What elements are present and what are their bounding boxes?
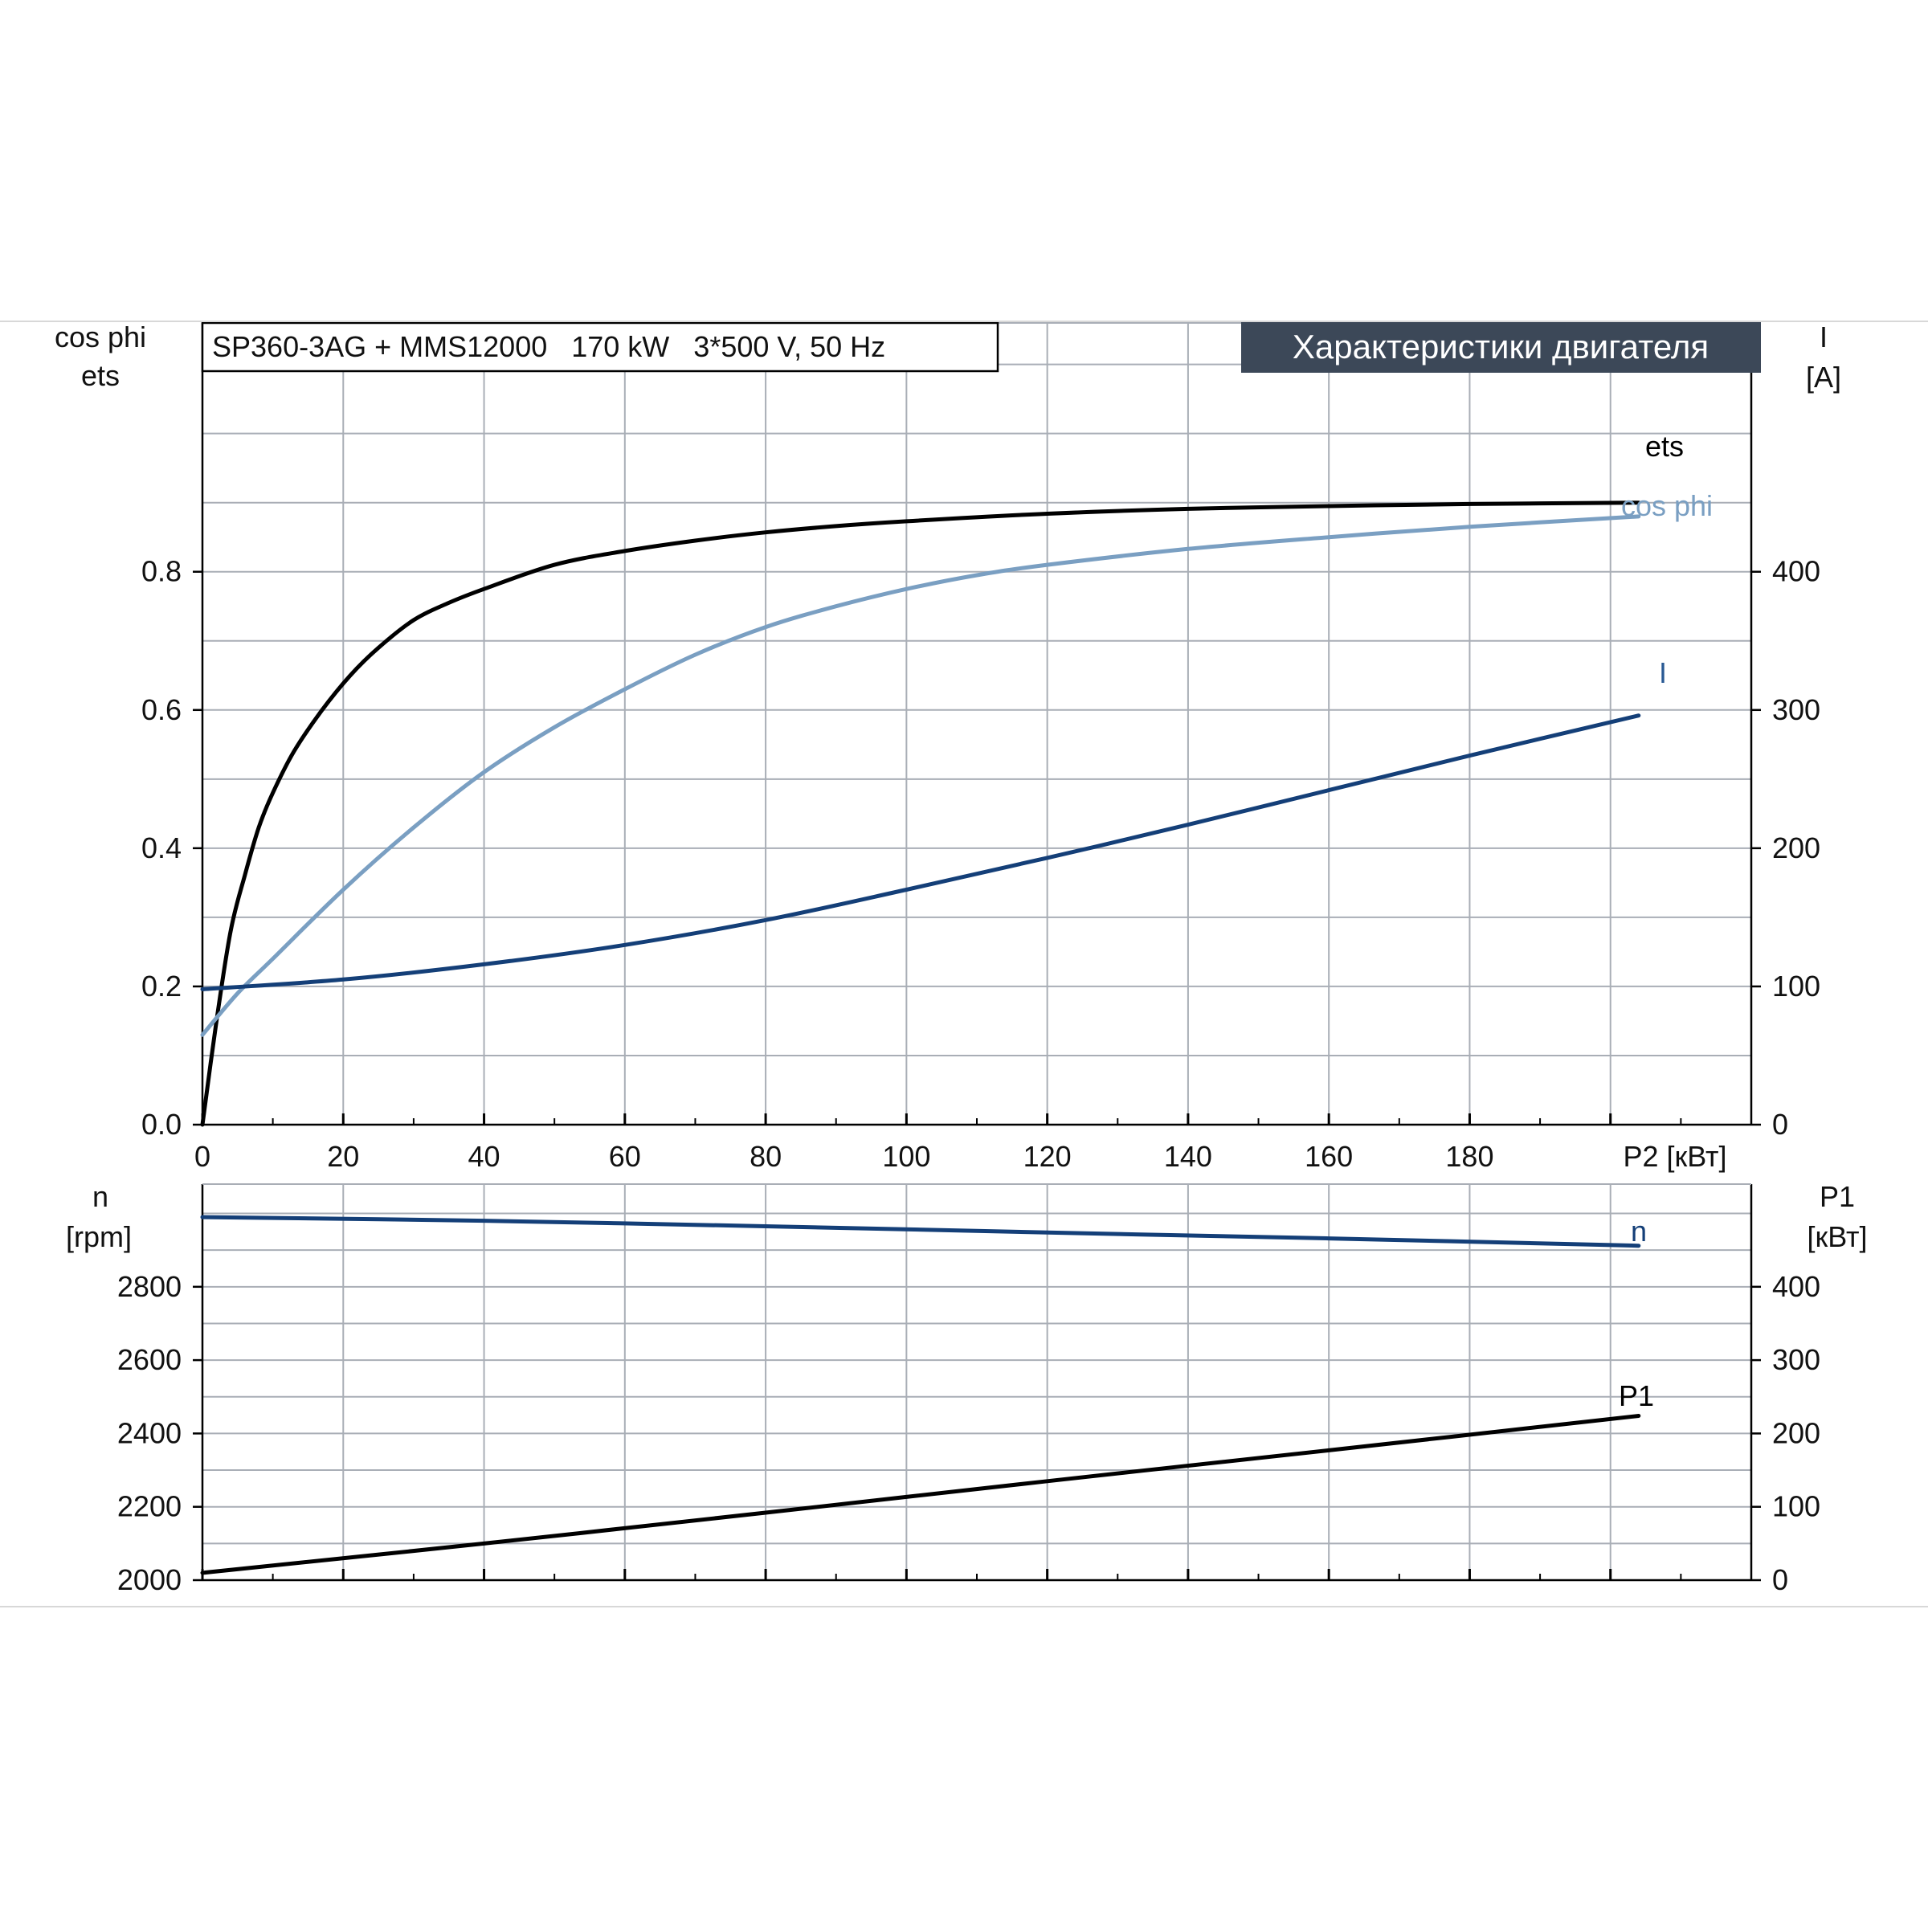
right-tick-label: 100 <box>1772 1490 1820 1523</box>
right-tick-label: 400 <box>1772 555 1820 588</box>
badge-box <box>1241 321 1761 373</box>
bottom-left-axis-title-line1: n <box>92 1180 108 1213</box>
left-tick-label: 2200 <box>117 1490 182 1523</box>
x-tick-label: 20 <box>327 1140 359 1173</box>
x-tick-label: 160 <box>1305 1140 1353 1173</box>
model-label: SP360-3AG + MMS12000 170 kW 3*500 V, 50 … <box>212 330 885 363</box>
model-label-box <box>201 321 999 373</box>
series-label-cos-phi: cos phi <box>1621 489 1713 522</box>
left-tick-label: 0.6 <box>141 693 182 726</box>
right-tick-label: 400 <box>1772 1270 1820 1303</box>
x-tick-label: 100 <box>882 1140 930 1173</box>
top-left-axis-title-line1: cos phi <box>55 321 146 353</box>
badge-label: Характеристики двигателя <box>1293 328 1709 366</box>
series-label-ets: ets <box>1645 430 1684 463</box>
x-tick-label: 140 <box>1164 1140 1212 1173</box>
x-tick-label: 60 <box>609 1140 641 1173</box>
bottom-right-axis-title-line1: P1 <box>1820 1180 1855 1213</box>
series-line-p1 <box>200 1414 1641 1575</box>
left-tick-label: 0.2 <box>141 970 182 1003</box>
bottom-right-axis-title-line2: [кВт] <box>1807 1220 1867 1253</box>
top-right-axis-title-line1: I <box>1820 321 1828 353</box>
right-tick-label: 0 <box>1772 1108 1788 1141</box>
x-tick-label: 180 <box>1445 1140 1493 1173</box>
top-panel-grid <box>202 323 1751 1125</box>
x-tick-label: 40 <box>468 1140 500 1173</box>
bottom-left-axis-title-line2: [rpm] <box>66 1220 132 1253</box>
right-tick-label: 300 <box>1772 1343 1820 1376</box>
series-line-cos-phi <box>200 514 1641 1037</box>
right-tick-label: 200 <box>1772 1416 1820 1449</box>
left-tick-label: 0.0 <box>141 1108 182 1141</box>
bottom-panel-ticks: 2000 2200 2400 2600 2800 0 100 200 300 400 <box>117 1270 1820 1596</box>
series-label-n: n <box>1631 1215 1647 1248</box>
bottom-panel-grid <box>202 1184 1751 1580</box>
right-tick-label: 300 <box>1772 693 1820 726</box>
x-axis-title: P2 [кВт] <box>1623 1140 1726 1173</box>
left-tick-label: 2800 <box>117 1270 182 1303</box>
x-tick-label: 120 <box>1023 1140 1072 1173</box>
x-tick-label: 0 <box>194 1140 210 1173</box>
series-line-ets <box>200 500 1641 1127</box>
bottom-panel-series <box>200 1215 1641 1575</box>
series-label-p1: P1 <box>1619 1379 1654 1412</box>
top-panel-series <box>200 500 1641 1127</box>
left-tick-label: 0.8 <box>141 555 182 588</box>
x-tick-label: 80 <box>750 1140 782 1173</box>
right-tick-label: 100 <box>1772 970 1820 1003</box>
series-line-n <box>200 1215 1641 1248</box>
left-tick-label: 2000 <box>117 1563 182 1596</box>
top-left-axis-title-line2: ets <box>81 359 120 392</box>
right-tick-label: 0 <box>1772 1563 1788 1596</box>
series-line-current <box>200 713 1641 991</box>
series-label-current: I <box>1659 656 1667 689</box>
left-tick-label: 0.4 <box>141 831 182 864</box>
top-panel-ticks: 0.0 0.2 0.4 0.6 0.8 0 100 200 300 400 0 20 40 60 80 100… <box>141 555 1820 1173</box>
right-tick-label: 200 <box>1772 831 1820 864</box>
left-tick-label: 2600 <box>117 1343 182 1376</box>
left-tick-label: 2400 <box>117 1416 182 1449</box>
top-right-axis-title-line2: [A] <box>1806 361 1841 394</box>
